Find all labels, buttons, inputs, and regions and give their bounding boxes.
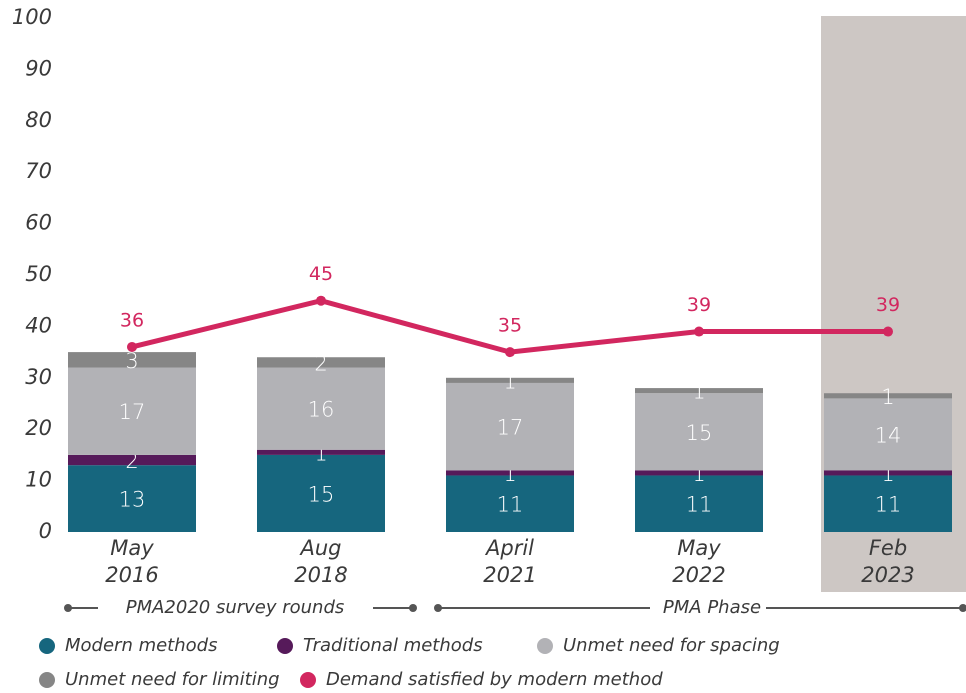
x-tick-label: 2016 xyxy=(105,563,158,587)
bar-segment xyxy=(68,454,196,466)
line-label: 45 xyxy=(309,263,333,285)
bar-label: 13 xyxy=(119,488,146,512)
legend-label: Demand satisfied by modern method xyxy=(326,669,663,690)
legend-label: Modern methods xyxy=(65,635,217,656)
bar-label: 2 xyxy=(125,449,138,473)
y-tick-label: 60 xyxy=(25,211,52,235)
bar-label: 3 xyxy=(125,349,138,373)
bar-segment xyxy=(257,454,385,532)
bar-segment xyxy=(635,470,763,476)
bar-label: 2 xyxy=(314,351,327,375)
y-tick-label: 40 xyxy=(25,313,52,337)
bar-segment xyxy=(635,475,763,532)
annotation: PMA2020 survey rounds xyxy=(126,597,345,618)
bar-segment xyxy=(68,367,196,455)
bar-label: 16 xyxy=(308,398,335,422)
x-tick-label: Feb xyxy=(869,536,907,560)
line-point xyxy=(127,341,137,352)
annotation-dot xyxy=(959,604,966,612)
y-tick-label: 20 xyxy=(25,416,52,440)
bar-segment xyxy=(68,465,196,532)
line-label: 39 xyxy=(876,294,900,316)
line-label: 35 xyxy=(498,315,522,337)
x-tick-label: 2023 xyxy=(861,563,914,587)
annotation-dot xyxy=(64,604,72,612)
x-tick-label: April xyxy=(484,536,534,560)
bar-segment xyxy=(824,470,952,476)
x-tick-label: 2022 xyxy=(672,563,725,587)
y-tick-label: 30 xyxy=(25,365,52,389)
line-point xyxy=(694,326,704,337)
bar-segment xyxy=(446,382,574,471)
x-tick-label: Aug xyxy=(298,536,341,560)
bar-label: 11 xyxy=(497,493,524,517)
legend-marker xyxy=(300,672,316,688)
legend-marker xyxy=(39,638,55,654)
legend-label: Unmet need for limiting xyxy=(65,669,280,690)
y-tick-label: 10 xyxy=(25,468,52,492)
y-tick-label: 90 xyxy=(25,56,52,80)
bar-label: 15 xyxy=(308,482,335,506)
line-point xyxy=(316,295,326,306)
bar-segment xyxy=(257,357,385,368)
bar-label: 1 xyxy=(881,385,894,409)
bar-label: 17 xyxy=(497,416,524,440)
legend-marker xyxy=(537,638,553,654)
annotation-dot xyxy=(409,604,417,612)
bar-segment xyxy=(824,475,952,532)
x-tick-label: May xyxy=(677,536,721,560)
bar-label: 15 xyxy=(686,421,713,445)
bar-segment xyxy=(824,393,952,399)
bar-segment xyxy=(446,377,574,383)
bar-segment xyxy=(68,352,196,368)
bar-label: 17 xyxy=(119,400,146,424)
line-point xyxy=(883,326,893,337)
bar-segment xyxy=(635,393,763,471)
line-label: 39 xyxy=(687,294,711,316)
bar-segment xyxy=(257,449,385,455)
y-tick-label: 100 xyxy=(12,5,52,29)
x-tick-label: 2018 xyxy=(294,563,347,587)
line-label: 36 xyxy=(120,309,144,331)
y-tick-label: 70 xyxy=(25,159,52,183)
legend-label: Unmet need for spacing xyxy=(563,635,780,656)
annotation: PMA Phase xyxy=(663,597,761,618)
y-tick-label: 80 xyxy=(25,108,52,132)
legend-marker xyxy=(277,638,293,654)
bar-segment xyxy=(257,367,385,450)
y-tick-label: 50 xyxy=(25,262,52,286)
bar-label: 1 xyxy=(692,380,705,404)
legend-marker xyxy=(39,672,55,688)
bar-label: 1 xyxy=(503,369,516,393)
x-tick-label: May xyxy=(110,536,154,560)
y-tick-label: 0 xyxy=(39,519,52,543)
bar-segment xyxy=(635,388,763,394)
bar-segment xyxy=(824,398,952,471)
bar-segment xyxy=(446,475,574,532)
legend-label: Traditional methods xyxy=(303,635,483,656)
bar-segment xyxy=(446,470,574,476)
x-tick-label: 2021 xyxy=(483,563,536,587)
bar-label: 14 xyxy=(875,423,902,447)
bar-label: 11 xyxy=(875,493,902,517)
line-point xyxy=(505,347,515,358)
bar-label: 11 xyxy=(686,493,713,517)
annotation-dot xyxy=(434,604,442,612)
